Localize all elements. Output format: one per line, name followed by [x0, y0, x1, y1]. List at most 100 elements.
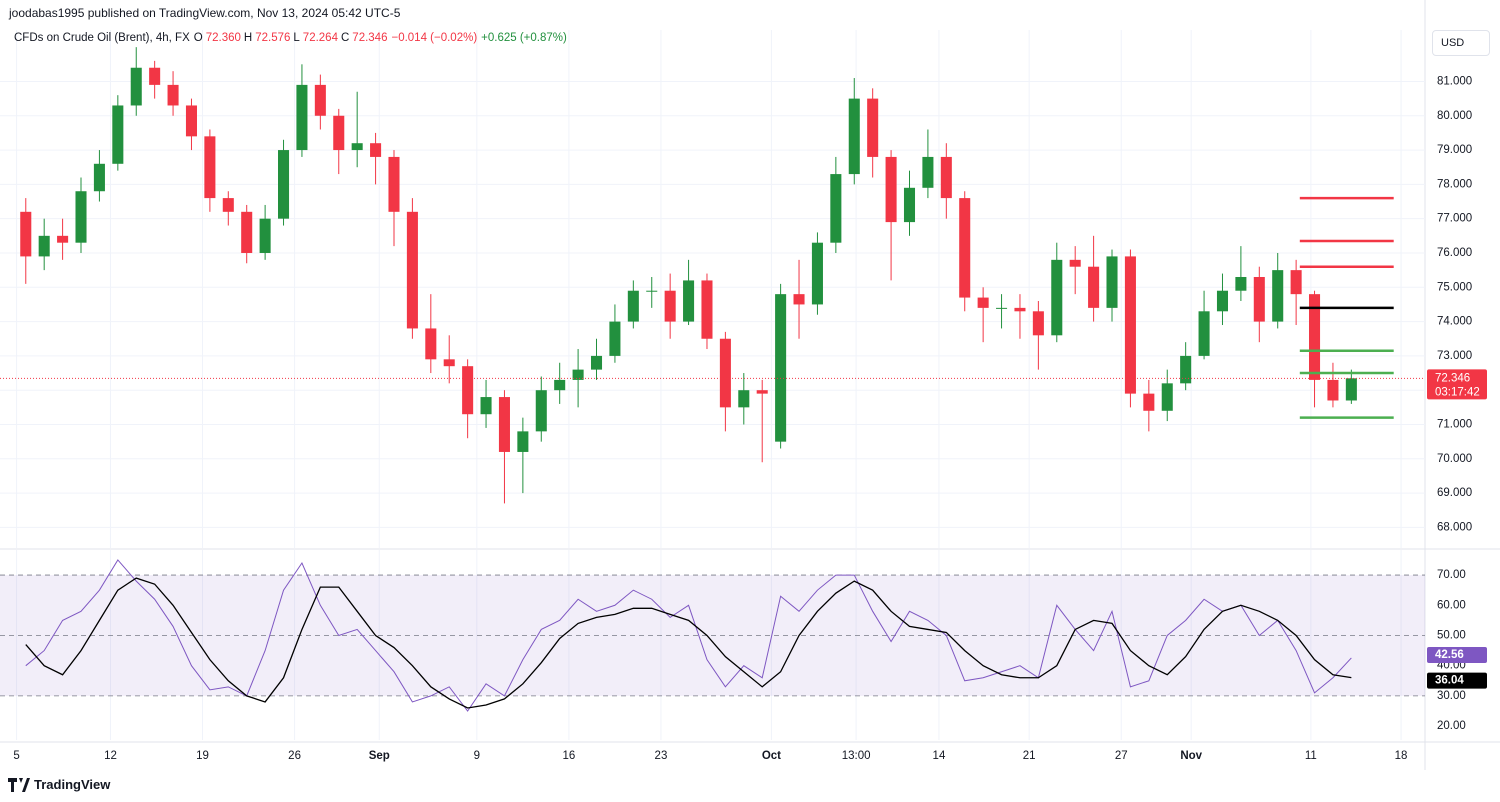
candle [370, 132, 382, 185]
candle [996, 294, 1008, 329]
candle [167, 71, 179, 116]
x-tick-label: 12 [104, 750, 117, 762]
candle-body [480, 397, 492, 415]
candle-body [1327, 379, 1339, 401]
candle [517, 417, 529, 494]
ohlc-value: 72.264 [302, 32, 338, 44]
y-tick-label: 50.00 [1437, 630, 1466, 642]
candle-body [627, 290, 639, 322]
candle-body [241, 211, 253, 253]
candle [1143, 379, 1155, 432]
candle-body [185, 105, 197, 137]
candle [406, 198, 418, 339]
candle-body [701, 280, 713, 339]
candle [830, 156, 842, 253]
ohlc-key: C [340, 32, 350, 44]
candle [1106, 249, 1118, 322]
ohlc-key: L [293, 32, 300, 44]
candle-body [738, 390, 750, 408]
y-tick-label: 69.000 [1437, 487, 1472, 499]
candle-body [112, 105, 124, 164]
candle-body [370, 143, 382, 157]
ohlc-value: 72.346 [352, 32, 388, 44]
value-box [1427, 646, 1487, 663]
candle-body [517, 431, 529, 452]
candle [627, 280, 639, 329]
x-tick-label: 9 [474, 750, 480, 762]
candle-body [977, 297, 989, 308]
candle [1180, 342, 1192, 391]
y-tick-label: 70.00 [1437, 569, 1466, 581]
y-tick-label: 60.00 [1437, 599, 1466, 611]
candle-body [1124, 256, 1136, 394]
countdown-label: 03:17:42 [1435, 386, 1480, 398]
candle [185, 98, 197, 151]
candle [1309, 290, 1321, 408]
y-tick-label: 79.000 [1437, 144, 1472, 156]
candle-body [646, 290, 658, 292]
y-tick-label: 81.000 [1437, 75, 1472, 87]
candle [1235, 246, 1247, 302]
currency-button[interactable]: USD [1432, 30, 1490, 56]
candle-body [167, 84, 179, 106]
candle-body [572, 369, 584, 380]
x-tick-label: 26 [288, 750, 301, 762]
ohlc-key: O [193, 32, 203, 44]
candle-body [38, 235, 50, 257]
candle [130, 47, 142, 116]
footer: TradingView [8, 777, 110, 792]
candle-body [259, 218, 271, 253]
candle-body [1180, 355, 1192, 384]
candle-body [406, 211, 418, 329]
x-tick-label: 13:00 [842, 750, 871, 762]
symbol: CFDs on Crude Oil (Brent), 4h, FX [14, 32, 190, 44]
candle [222, 191, 234, 226]
candle [811, 232, 823, 315]
x-tick-label: 21 [1023, 750, 1036, 762]
candle [885, 150, 897, 281]
candle [443, 335, 455, 384]
candle [38, 218, 50, 271]
x-tick-label: 27 [1115, 750, 1128, 762]
x-tick-label: 14 [933, 750, 946, 762]
candle-body [1272, 270, 1284, 322]
candle [204, 129, 216, 212]
candle [333, 108, 345, 175]
x-tick-label: 11 [1305, 750, 1317, 762]
candle [590, 338, 603, 380]
candle [314, 74, 326, 130]
candle-body [867, 98, 879, 157]
x-tick-label: 16 [562, 750, 575, 762]
candle [1253, 266, 1265, 343]
candle-body [388, 156, 400, 212]
y-tick-label: 77.000 [1437, 213, 1472, 225]
candle [1014, 294, 1026, 339]
candle-body [1051, 259, 1063, 336]
value-label: 42.56 [1435, 649, 1464, 661]
candle [1345, 369, 1357, 404]
candle [959, 191, 971, 312]
candle-body [1235, 276, 1247, 291]
candle [719, 331, 731, 432]
candle-body [996, 307, 1008, 309]
candle-body [1032, 311, 1044, 336]
y-tick-label: 20.00 [1437, 720, 1466, 732]
candle [977, 287, 989, 343]
candle [572, 349, 584, 408]
candle-body [314, 84, 326, 116]
x-tick-label: Sep [369, 750, 390, 762]
candle-body [20, 211, 32, 257]
candle-body [149, 67, 161, 85]
candle [848, 78, 860, 185]
y-tick-label: 76.000 [1437, 247, 1472, 259]
candle-body [775, 294, 787, 442]
change: −0.014 (−0.02%) [391, 32, 478, 44]
candle [20, 198, 32, 284]
candle-body [811, 242, 823, 305]
candle-body [1216, 290, 1229, 312]
last-price-label: 72.346 [1435, 372, 1470, 384]
x-tick-label: 19 [196, 750, 209, 762]
candle [425, 294, 437, 374]
candle-body [443, 359, 455, 367]
